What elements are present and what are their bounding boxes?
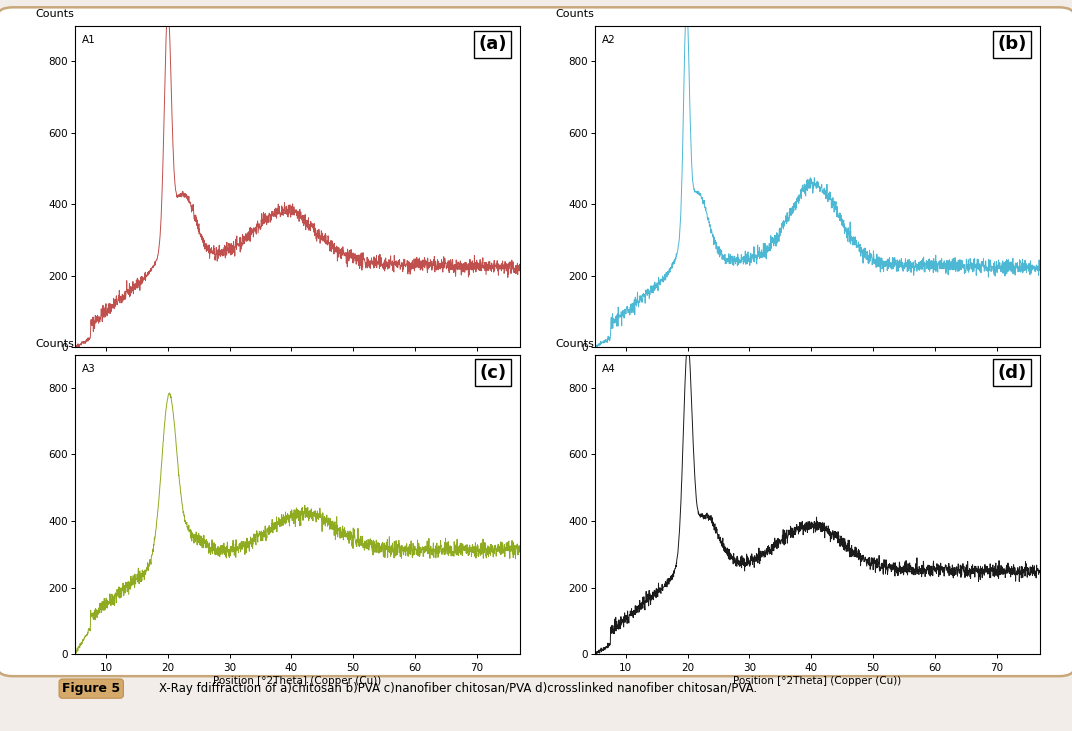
Text: A4: A4	[601, 363, 615, 374]
Text: A1: A1	[81, 35, 95, 45]
Text: Counts: Counts	[35, 10, 74, 19]
Text: (b): (b)	[997, 35, 1027, 53]
Text: Figure 5: Figure 5	[62, 682, 120, 695]
X-axis label: Position [°2Theta] (Copper (Cu)): Position [°2Theta] (Copper (Cu))	[733, 676, 902, 686]
Text: A3: A3	[81, 363, 95, 374]
Text: Counts: Counts	[555, 338, 594, 349]
X-axis label: Position [°2Theta] (Copper (Cu)): Position [°2Theta] (Copper (Cu))	[213, 676, 382, 686]
Text: Counts: Counts	[555, 10, 594, 19]
Text: A2: A2	[601, 35, 615, 45]
Text: (d): (d)	[997, 363, 1027, 382]
X-axis label: Position [°2Theta] (Copper (Cu)): Position [°2Theta] (Copper (Cu))	[733, 369, 902, 379]
X-axis label: Position [°2Theta] (Copper (Cu)): Position [°2Theta] (Copper (Cu))	[213, 369, 382, 379]
Text: Counts: Counts	[35, 338, 74, 349]
Text: (a): (a)	[478, 35, 507, 53]
Text: (c): (c)	[479, 363, 507, 382]
Text: X-Ray fdiffraction of a)chitosan b)PVA c)nanofiber chitosan/PVA d)crosslinked na: X-Ray fdiffraction of a)chitosan b)PVA c…	[159, 682, 757, 695]
